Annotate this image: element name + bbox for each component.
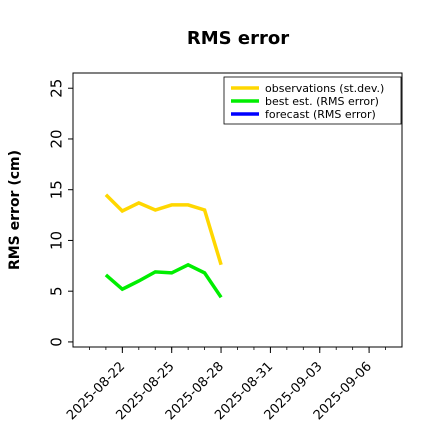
series-line-1 [104, 262, 223, 299]
series-line-0 [104, 193, 223, 266]
y-axis-ticks: 0 5 10 15 20 25 [47, 79, 73, 347]
legend-label-1: best est. (RMS error) [265, 95, 379, 108]
y-tick-label: 10 [47, 231, 65, 250]
legend-label-0: observations (st.dev.) [265, 82, 384, 95]
chart-title: RMS error [187, 28, 289, 49]
y-axis-label: RMS error (cm) [7, 150, 23, 270]
y-tick-label: 20 [47, 129, 65, 148]
x-axis-ticks: 2025-08-222025-08-252025-08-282025-08-31… [64, 347, 386, 423]
y-tick-label: 25 [47, 79, 65, 98]
y-tick-label: 0 [47, 337, 65, 347]
legend: observations (st.dev.)best est. (RMS err… [223, 76, 402, 125]
legend-label-2: forecast (RMS error) [265, 108, 376, 121]
y-tick-label: 5 [47, 286, 65, 296]
series-lines [104, 193, 223, 299]
y-tick-label: 15 [47, 180, 65, 199]
